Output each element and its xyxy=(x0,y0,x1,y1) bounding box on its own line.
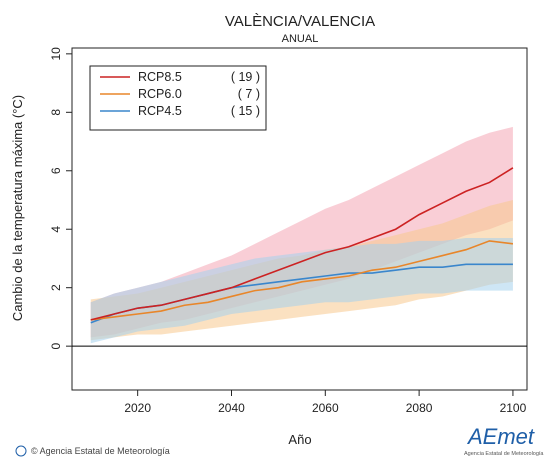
chart-subtitle: ANUAL xyxy=(282,33,319,45)
line-rcp85 xyxy=(90,167,514,321)
x-tick-label: 2100 xyxy=(500,401,527,415)
x-axis-ticks: 2020 2040 2060 2080 2100 xyxy=(124,390,527,415)
y-tick-label: 6 xyxy=(49,167,63,174)
y-axis-ticks: 0 2 4 6 8 10 xyxy=(49,47,72,349)
aemet-logo-subtext: Agencia Estatal de Meteorología xyxy=(464,451,544,457)
x-tick-label: 2060 xyxy=(312,401,339,415)
uncertainty-bands xyxy=(90,126,513,344)
legend-series-name: RCP6.0 xyxy=(138,87,182,101)
legend-series-name: RCP4.5 xyxy=(138,104,182,118)
x-axis-label: Año xyxy=(288,432,311,447)
y-tick-label: 10 xyxy=(49,47,63,61)
series-lines xyxy=(90,167,514,324)
x-tick-label: 2080 xyxy=(406,401,433,415)
footer-credit-text: © Agencia Estatal de Meteorología xyxy=(31,446,170,456)
copyright-icon xyxy=(15,445,27,457)
plot-frame xyxy=(71,47,528,391)
x-tick-label: 2020 xyxy=(124,401,151,415)
aemet-logo: AEmet Agencia Estatal de Meteorología xyxy=(464,424,544,457)
x-tick-label: 2040 xyxy=(218,401,245,415)
y-tick-label: 0 xyxy=(49,342,63,349)
legend: RCP8.5 ( 19 ) RCP6.0 ( 7 ) RCP4.5 ( 15 ) xyxy=(89,65,267,131)
chart-title: VALÈNCIA/VALENCIA xyxy=(225,13,375,30)
legend-model-count: ( 15 ) xyxy=(231,104,260,118)
y-axis-label: Cambio de la temperatura máxima (°C) xyxy=(10,95,25,321)
y-tick-label: 8 xyxy=(49,109,63,116)
y-tick-label: 4 xyxy=(49,226,63,233)
footer-credit: © Agencia Estatal de Meteorología xyxy=(15,445,170,457)
y-tick-label: 2 xyxy=(49,284,63,291)
aemet-logo-text: AEmet xyxy=(466,424,535,449)
legend-model-count: ( 19 ) xyxy=(231,70,260,84)
line-rcp60 xyxy=(90,240,514,321)
legend-series-name: RCP8.5 xyxy=(138,70,182,84)
legend-model-count: ( 7 ) xyxy=(238,87,260,101)
